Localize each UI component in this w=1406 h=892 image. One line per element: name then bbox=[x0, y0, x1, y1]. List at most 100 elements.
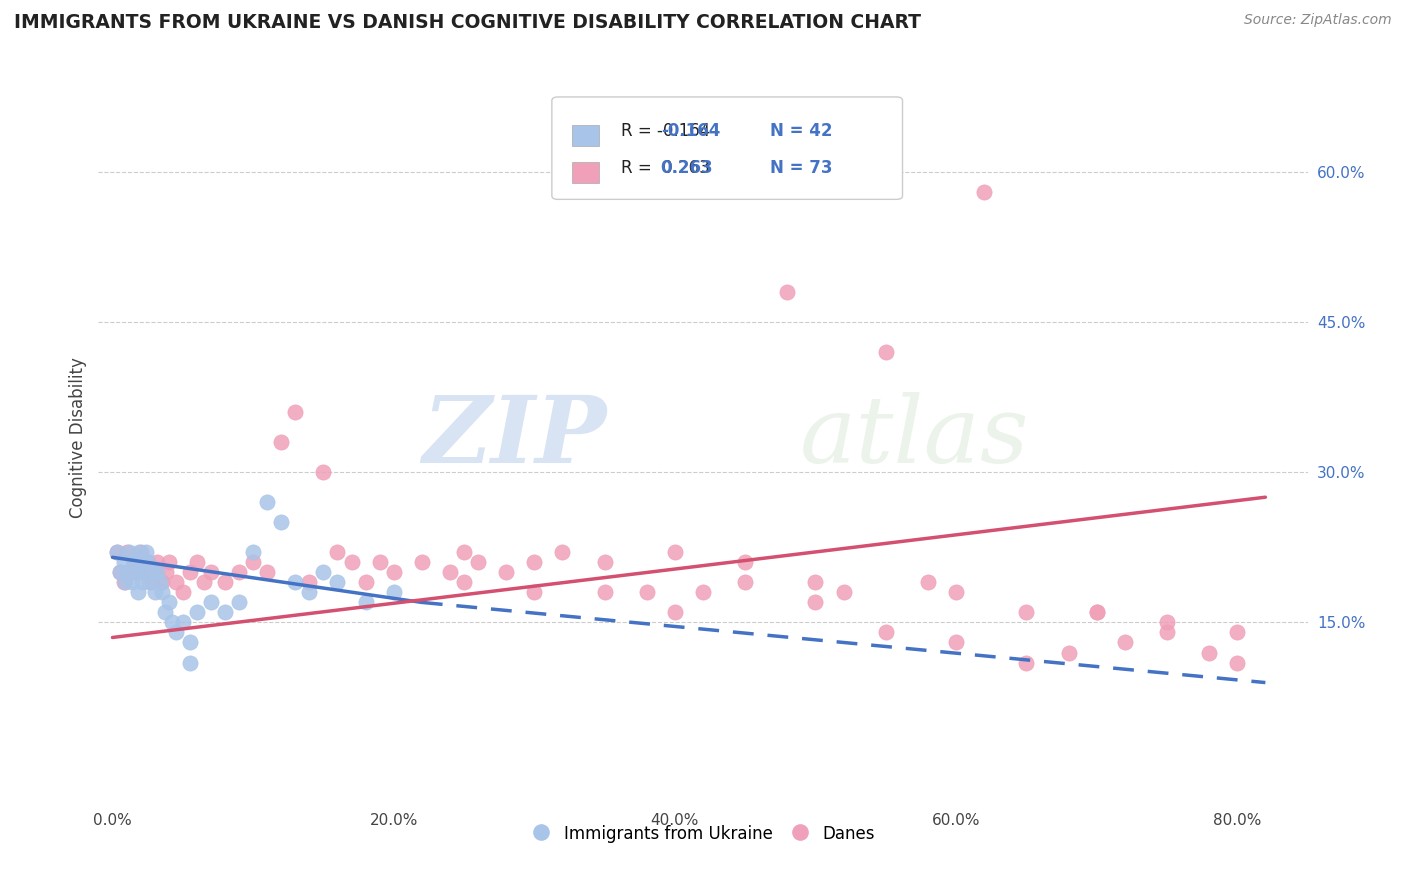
Point bbox=[179, 566, 201, 580]
Point bbox=[150, 575, 173, 590]
Point bbox=[1226, 656, 1249, 670]
Point bbox=[105, 545, 128, 559]
Point bbox=[125, 566, 148, 580]
Point bbox=[115, 566, 138, 580]
Point bbox=[917, 575, 939, 590]
Point bbox=[467, 555, 489, 569]
Point bbox=[165, 575, 187, 590]
Point bbox=[155, 566, 177, 580]
Point bbox=[136, 555, 159, 569]
Point bbox=[242, 555, 264, 569]
Point bbox=[112, 575, 135, 590]
Point bbox=[128, 545, 150, 559]
Point bbox=[160, 615, 183, 630]
Point bbox=[186, 606, 208, 620]
Point bbox=[593, 585, 616, 599]
Point bbox=[875, 345, 897, 359]
Point bbox=[149, 575, 172, 590]
Point bbox=[108, 566, 131, 580]
Point bbox=[136, 555, 159, 569]
Point bbox=[1114, 635, 1136, 649]
Point bbox=[1156, 625, 1178, 640]
Point bbox=[108, 566, 131, 580]
Point bbox=[256, 495, 278, 509]
Point bbox=[141, 566, 163, 580]
Point bbox=[298, 575, 321, 590]
Point bbox=[945, 635, 967, 649]
Point bbox=[664, 606, 686, 620]
Text: IMMIGRANTS FROM UKRAINE VS DANISH COGNITIVE DISABILITY CORRELATION CHART: IMMIGRANTS FROM UKRAINE VS DANISH COGNIT… bbox=[14, 13, 921, 32]
Text: Source: ZipAtlas.com: Source: ZipAtlas.com bbox=[1244, 13, 1392, 28]
Point bbox=[340, 555, 363, 569]
Point bbox=[138, 575, 160, 590]
Point bbox=[453, 545, 475, 559]
Point bbox=[495, 566, 517, 580]
FancyBboxPatch shape bbox=[572, 161, 599, 183]
Point bbox=[131, 575, 153, 590]
Point bbox=[326, 545, 349, 559]
Point bbox=[973, 185, 995, 199]
Point bbox=[153, 606, 176, 620]
Point bbox=[115, 545, 138, 559]
Point bbox=[122, 555, 145, 569]
Point bbox=[523, 585, 546, 599]
Point bbox=[298, 585, 321, 599]
Point bbox=[146, 566, 169, 580]
Point bbox=[354, 575, 377, 590]
Point bbox=[165, 625, 187, 640]
Point bbox=[112, 555, 135, 569]
Point bbox=[875, 625, 897, 640]
Point bbox=[200, 566, 222, 580]
Point bbox=[270, 435, 292, 450]
Point bbox=[776, 285, 799, 299]
Point bbox=[312, 465, 335, 479]
Point bbox=[129, 545, 152, 559]
Point bbox=[1198, 646, 1220, 660]
Point bbox=[692, 585, 714, 599]
Point bbox=[593, 555, 616, 569]
FancyBboxPatch shape bbox=[572, 125, 599, 146]
Point bbox=[200, 595, 222, 609]
Point bbox=[284, 405, 307, 419]
Point bbox=[135, 545, 157, 559]
Text: ZIP: ZIP bbox=[422, 392, 606, 482]
Point bbox=[114, 575, 136, 590]
Point bbox=[172, 585, 194, 599]
Point bbox=[1156, 615, 1178, 630]
Point bbox=[214, 606, 236, 620]
Text: N = 42: N = 42 bbox=[769, 122, 832, 140]
Point bbox=[127, 585, 149, 599]
Point bbox=[121, 575, 143, 590]
Legend: Immigrants from Ukraine, Danes: Immigrants from Ukraine, Danes bbox=[524, 818, 882, 849]
Point bbox=[354, 595, 377, 609]
Text: atlas: atlas bbox=[800, 392, 1029, 482]
Point bbox=[143, 566, 166, 580]
Point bbox=[132, 566, 155, 580]
Point bbox=[228, 566, 250, 580]
Point bbox=[411, 555, 433, 569]
Point bbox=[157, 595, 180, 609]
Point bbox=[1015, 606, 1038, 620]
Point bbox=[193, 575, 215, 590]
FancyBboxPatch shape bbox=[551, 97, 903, 200]
Point bbox=[118, 545, 141, 559]
Point bbox=[326, 575, 349, 590]
Point bbox=[312, 566, 335, 580]
Point bbox=[214, 575, 236, 590]
Point bbox=[179, 635, 201, 649]
Point bbox=[132, 566, 155, 580]
Point bbox=[179, 656, 201, 670]
Point bbox=[118, 566, 141, 580]
Point bbox=[636, 585, 658, 599]
Point bbox=[382, 585, 405, 599]
Point bbox=[523, 555, 546, 569]
Point bbox=[150, 585, 173, 599]
Point bbox=[945, 585, 967, 599]
Point bbox=[382, 566, 405, 580]
Point bbox=[1015, 656, 1038, 670]
Point bbox=[734, 555, 756, 569]
Point bbox=[270, 515, 292, 529]
Point bbox=[832, 585, 855, 599]
Point bbox=[734, 575, 756, 590]
Point bbox=[439, 566, 461, 580]
